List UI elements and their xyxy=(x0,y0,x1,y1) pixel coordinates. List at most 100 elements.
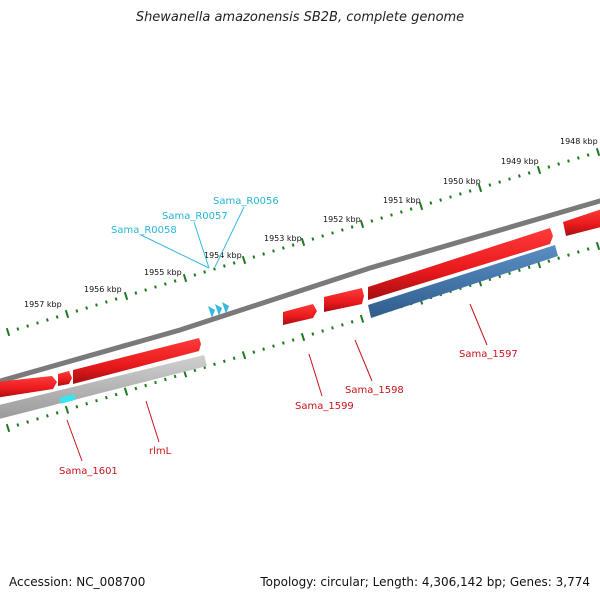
gene-feature[interactable] xyxy=(58,371,72,386)
minor-tick xyxy=(557,162,561,166)
major-tick xyxy=(418,201,424,211)
minor-tick xyxy=(311,332,315,336)
minor-tick xyxy=(104,300,108,304)
gene-label[interactable]: Sama_1597 xyxy=(459,349,518,360)
forward-genes[interactable] xyxy=(0,208,600,398)
gene-feature[interactable] xyxy=(283,304,317,325)
minor-tick xyxy=(95,303,98,307)
minor-tick xyxy=(340,323,344,327)
minor-tick xyxy=(527,171,531,175)
major-tick xyxy=(123,291,129,301)
major-tick xyxy=(5,327,11,337)
minor-tick xyxy=(291,338,295,342)
minor-tick xyxy=(95,399,98,403)
minor-tick xyxy=(114,392,118,397)
major-tick xyxy=(241,351,247,360)
minor-tick xyxy=(350,225,354,229)
major-tick xyxy=(5,423,11,433)
gene-label[interactable]: Sama_1601 xyxy=(59,466,118,477)
minor-tick xyxy=(252,255,256,259)
minor-tick xyxy=(272,249,275,253)
major-tick xyxy=(595,147,600,157)
gene-feature[interactable] xyxy=(563,208,600,236)
reverse-gene-gray[interactable] xyxy=(0,355,207,420)
gene-feature[interactable] xyxy=(73,338,201,384)
minor-tick xyxy=(429,201,433,205)
major-tick xyxy=(64,405,70,414)
minor-tick xyxy=(370,219,374,223)
minor-tick xyxy=(399,210,403,214)
minor-tick xyxy=(154,285,157,289)
minor-tick xyxy=(85,306,89,310)
gene-label[interactable]: rlmL xyxy=(149,446,172,457)
minor-tick xyxy=(468,189,472,193)
minor-tick xyxy=(154,380,157,385)
minor-tick xyxy=(134,291,138,295)
minor-tick xyxy=(439,198,443,202)
minor-tick xyxy=(232,261,236,265)
minor-tick xyxy=(163,282,167,286)
minor-tick xyxy=(547,259,551,263)
reverse-gene-blue[interactable] xyxy=(368,245,558,318)
major-tick xyxy=(300,332,306,342)
minor-tick xyxy=(75,405,79,409)
minor-tick xyxy=(85,402,89,406)
rna-feature-small[interactable] xyxy=(59,394,76,404)
gene-feature[interactable] xyxy=(0,376,57,398)
minor-tick xyxy=(311,237,315,241)
gene-feature[interactable] xyxy=(368,228,553,300)
minor-tick xyxy=(488,183,492,187)
minor-tick xyxy=(203,270,207,274)
minor-tick xyxy=(134,386,138,391)
minor-tick xyxy=(16,327,20,331)
kbp-label: 1954 kbp xyxy=(204,251,242,260)
minor-tick xyxy=(390,213,393,217)
minor-tick xyxy=(272,344,275,348)
minor-tick xyxy=(55,315,59,319)
major-tick xyxy=(477,183,483,193)
kbp-label: 1952 kbp xyxy=(323,215,361,224)
minor-tick xyxy=(449,195,452,199)
minor-tick xyxy=(576,156,580,160)
gene-feature[interactable] xyxy=(324,288,364,312)
minor-tick xyxy=(331,231,334,235)
minor-tick xyxy=(222,359,226,363)
rna-label[interactable]: Sama_R0057 xyxy=(162,211,228,222)
accession-text: Accession: NC_008700 xyxy=(9,575,146,589)
minor-tick xyxy=(75,309,79,313)
minor-tick xyxy=(576,250,580,254)
minor-tick xyxy=(55,411,59,415)
minor-tick xyxy=(508,271,511,275)
rna-label[interactable]: Sama_R0058 xyxy=(111,225,177,236)
minor-tick xyxy=(114,297,118,301)
minor-tick xyxy=(262,347,266,351)
rna-features[interactable] xyxy=(208,302,229,318)
minor-tick xyxy=(36,321,39,325)
kbp-label: 1953 kbp xyxy=(264,234,302,243)
major-tick xyxy=(123,387,129,396)
kbp-label: 1956 kbp xyxy=(84,285,122,294)
major-tick xyxy=(64,309,70,319)
minor-tick xyxy=(291,243,295,247)
minor-tick xyxy=(232,356,236,360)
minor-tick xyxy=(173,374,177,379)
minor-tick xyxy=(26,420,30,424)
kbp-label: 1948 kbp xyxy=(560,137,598,146)
minor-tick xyxy=(193,273,197,277)
minor-tick xyxy=(45,414,49,418)
kbp-label: 1951 kbp xyxy=(383,196,421,205)
genome-summary-text: Topology: circular; Length: 4,306,142 bp… xyxy=(260,575,590,589)
gene-label[interactable]: Sama_1598 xyxy=(345,385,404,396)
kbp-label: 1949 kbp xyxy=(501,157,539,166)
minor-tick xyxy=(104,395,108,400)
minor-tick xyxy=(508,177,511,181)
rna-label[interactable]: Sama_R0056 xyxy=(213,196,279,207)
major-tick xyxy=(359,219,365,229)
gene-label[interactable]: Sama_1599 xyxy=(295,401,354,412)
major-tick xyxy=(182,273,188,283)
minor-tick xyxy=(409,207,413,211)
minor-tick xyxy=(517,174,521,178)
minor-tick xyxy=(517,268,521,272)
major-tick xyxy=(300,237,306,247)
